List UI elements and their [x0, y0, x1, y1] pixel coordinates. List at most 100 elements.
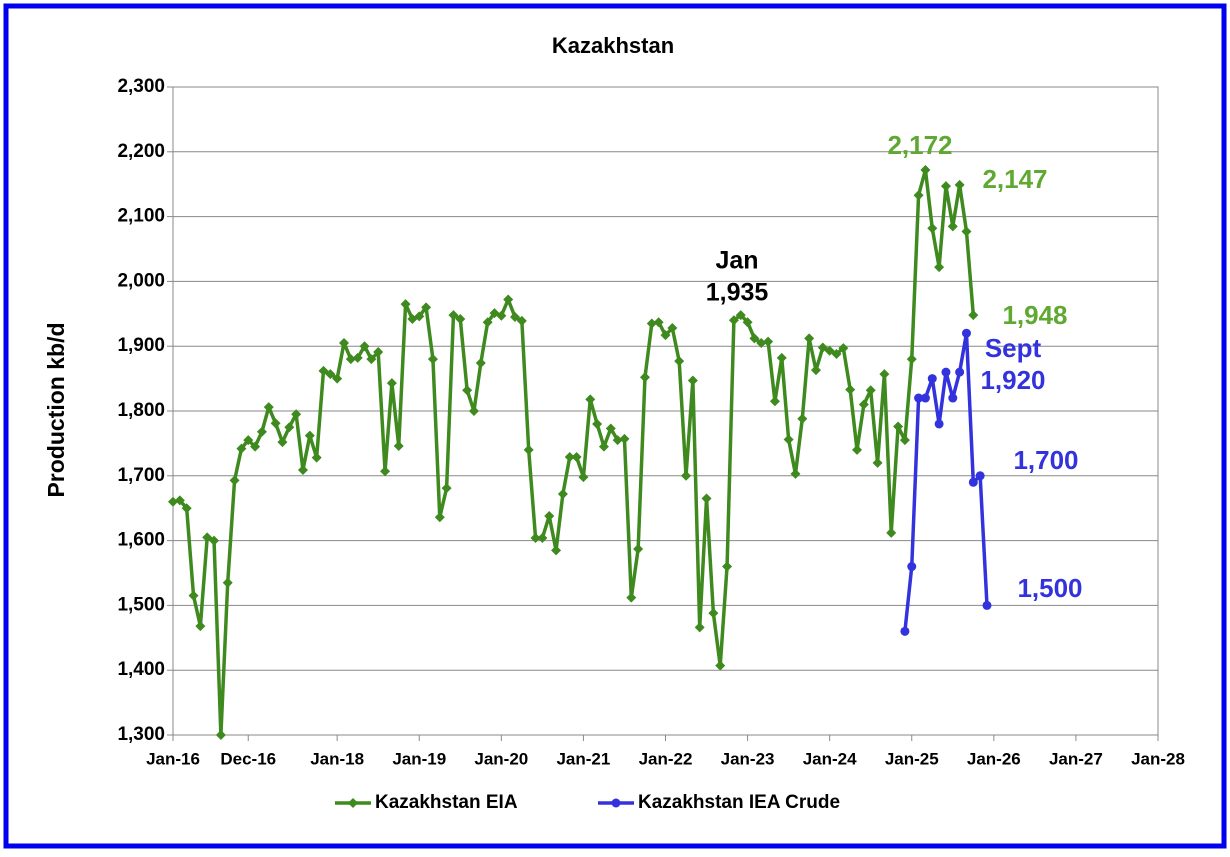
- point: [893, 421, 904, 432]
- point: [468, 406, 479, 416]
- point: [763, 336, 774, 347]
- point: [462, 385, 473, 396]
- point: [633, 544, 644, 555]
- point: [578, 472, 589, 483]
- point: [612, 435, 623, 446]
- point: [181, 503, 192, 514]
- point: [284, 422, 295, 433]
- x-tick-label: Jan-24: [803, 749, 857, 768]
- point: [441, 483, 452, 494]
- point: [920, 393, 930, 403]
- point: [907, 562, 917, 572]
- point: [824, 345, 835, 356]
- point: [900, 626, 910, 636]
- point: [810, 365, 821, 376]
- annotation: 1,700: [1013, 445, 1078, 475]
- point: [756, 337, 767, 348]
- point: [968, 477, 978, 487]
- point: [681, 470, 692, 481]
- legend-marker: [348, 798, 358, 808]
- x-tick-label: Jan-19: [392, 749, 446, 768]
- point: [222, 577, 233, 588]
- x-tick-label: Jan-26: [967, 749, 1021, 768]
- point: [865, 385, 876, 396]
- point: [948, 393, 958, 403]
- point: [304, 430, 315, 441]
- point: [914, 393, 924, 403]
- point: [380, 466, 391, 477]
- point: [776, 352, 787, 363]
- point: [202, 532, 213, 543]
- point: [728, 315, 739, 326]
- legend-marker: [611, 798, 621, 808]
- point: [954, 179, 965, 190]
- x-tick-label: Jan-21: [556, 749, 610, 768]
- y-tick-label: 1,400: [117, 659, 165, 680]
- point: [626, 592, 637, 603]
- point: [940, 181, 951, 192]
- point: [660, 330, 671, 341]
- point: [790, 468, 801, 479]
- point: [797, 413, 808, 424]
- y-tick-label: 2,000: [117, 270, 165, 291]
- point: [366, 354, 377, 365]
- y-tick-label: 2,100: [117, 206, 165, 227]
- point: [852, 444, 863, 455]
- x-tick-label: Jan-18: [310, 749, 364, 768]
- point: [742, 317, 753, 328]
- x-tick-label: Jan-16: [146, 749, 200, 768]
- x-tick-label: Jan-23: [721, 749, 775, 768]
- point: [955, 367, 965, 377]
- point: [585, 394, 596, 405]
- point: [236, 443, 247, 454]
- x-tick-label: Jan-20: [474, 749, 528, 768]
- point: [455, 313, 466, 324]
- annotation: 1,920: [980, 365, 1045, 395]
- chart-title: Kazakhstan: [552, 33, 674, 58]
- point: [434, 512, 445, 523]
- point: [598, 441, 609, 452]
- point: [934, 419, 944, 429]
- point: [947, 221, 958, 232]
- y-tick-label: 1,700: [117, 465, 165, 486]
- point: [209, 535, 220, 546]
- point: [564, 452, 575, 463]
- point: [961, 226, 972, 237]
- point: [195, 621, 206, 632]
- y-tick-label: 2,300: [117, 76, 165, 97]
- point: [243, 435, 254, 446]
- legend-label: Kazakhstan EIA: [375, 792, 518, 813]
- annotation: Jan: [715, 247, 758, 275]
- point: [544, 510, 555, 521]
- point: [715, 660, 726, 671]
- annotation: 1,935: [706, 279, 769, 307]
- point: [653, 317, 664, 328]
- point: [510, 312, 521, 323]
- point: [551, 545, 562, 556]
- point: [749, 333, 760, 344]
- point: [503, 294, 514, 305]
- point: [708, 608, 719, 619]
- point: [804, 333, 815, 344]
- y-tick-label: 1,300: [117, 724, 165, 745]
- point: [934, 262, 945, 273]
- point: [523, 444, 534, 455]
- point: [386, 378, 397, 389]
- point: [735, 310, 746, 321]
- point: [373, 347, 384, 358]
- point: [687, 375, 698, 386]
- point: [667, 323, 678, 334]
- x-tick-label: Jan-25: [885, 749, 939, 768]
- point: [557, 488, 568, 499]
- point: [256, 426, 267, 437]
- point: [530, 533, 541, 544]
- legend-label: Kazakhstan IEA Crude: [638, 792, 840, 813]
- point: [769, 396, 780, 407]
- point: [571, 452, 582, 463]
- point: [817, 342, 828, 353]
- point: [872, 457, 883, 468]
- x-tick-label: Jan-27: [1049, 749, 1103, 768]
- point: [838, 343, 849, 354]
- point: [297, 464, 308, 475]
